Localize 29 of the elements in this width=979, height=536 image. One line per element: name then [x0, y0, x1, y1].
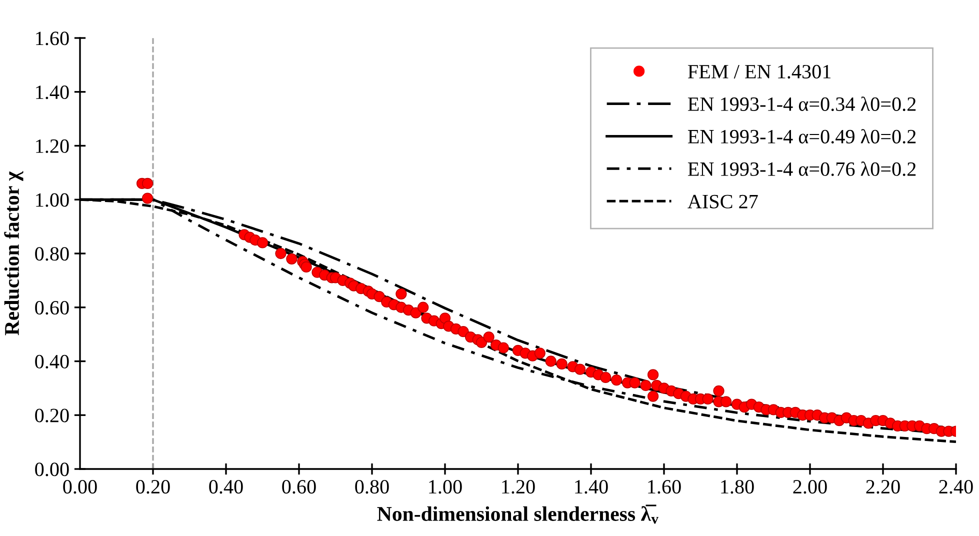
y-axis-title: Reduction factor χ	[4, 171, 24, 336]
x-tick-label: 1.00	[429, 480, 462, 494]
x-tick-label: 0.40	[209, 480, 243, 494]
x-tick-label: 1.60	[648, 480, 681, 494]
x-tick-label: 0.20	[136, 480, 170, 494]
y-tick-label: 1.60	[36, 32, 69, 46]
legend-label: EN 1993-1-4 α=0.34 λ0=0.2	[688, 96, 916, 112]
legend-label: EN 1993-1-4 α=0.76 λ0=0.2	[688, 162, 916, 176]
x-tick-label: 0.60	[282, 480, 316, 494]
y-tick-label: 1.00	[36, 193, 69, 207]
y-tick-label: 0.00	[35, 462, 69, 476]
y-tick-label: 0.40	[35, 354, 69, 369]
y-tick-label: 0.60	[35, 300, 69, 315]
y-tick-label: 0.80	[35, 247, 69, 261]
x-tick-label: 2.20	[866, 480, 900, 494]
y-tick-label: 1.40	[36, 85, 69, 100]
legend-label: AISC 27	[688, 194, 758, 208]
x-tick-label: 1.40	[575, 480, 608, 494]
x-tick-label: 2.40	[939, 480, 973, 494]
x-tick-label: 2.00	[793, 480, 827, 494]
y-tick-label: 1.20	[36, 139, 69, 154]
x-tick-label: 0.00	[63, 480, 97, 494]
x-tick-label: 1.80	[721, 480, 754, 494]
legend-label: FEM / EN 1.4301	[688, 64, 831, 79]
x-axis-title: Non-dimensional slenderness λ̅$_{v}$	[377, 504, 658, 524]
y-tick-label: 0.20	[35, 408, 69, 422]
x-tick-label: 0.80	[355, 480, 389, 494]
legend-label: EN 1993-1-4 α=0.49 λ0=0.2	[688, 129, 916, 144]
x-tick-label: 1.20	[502, 480, 535, 494]
